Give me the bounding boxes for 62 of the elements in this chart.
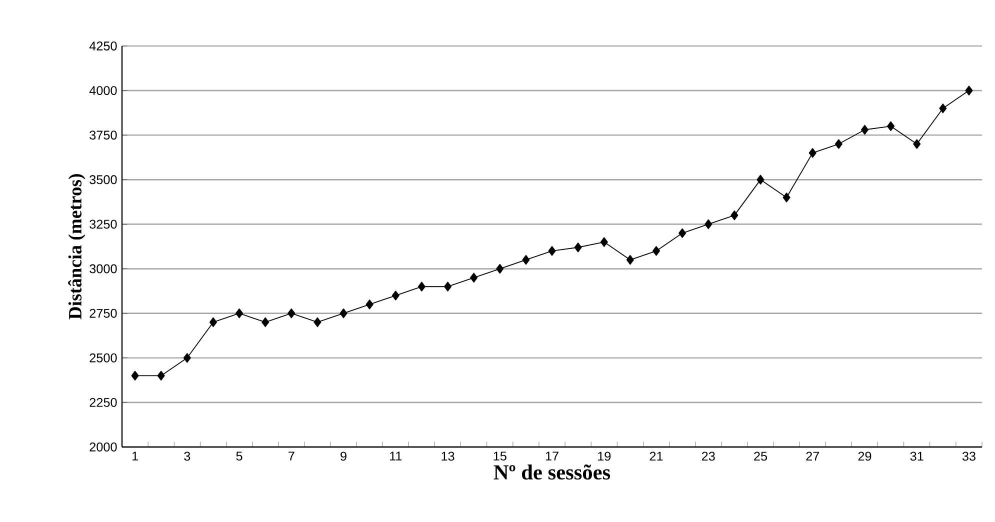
point <box>418 282 426 292</box>
point <box>288 308 296 318</box>
x-tick-label: 33 <box>962 452 976 461</box>
point <box>704 219 712 230</box>
point <box>366 300 374 310</box>
point <box>574 242 582 252</box>
point <box>262 317 270 328</box>
point <box>756 174 764 185</box>
y-tick-label: 2250 <box>90 398 117 407</box>
point <box>392 290 400 300</box>
point <box>808 148 816 158</box>
point <box>730 210 738 220</box>
point <box>626 254 634 265</box>
y-tick-label: 2000 <box>90 442 117 452</box>
point <box>913 139 921 149</box>
x-tick-label: 25 <box>754 452 768 461</box>
point <box>522 254 530 265</box>
y-tick-label: 3000 <box>90 264 117 274</box>
x-tick-label: 1 <box>132 452 138 460</box>
x-tick-label: 5 <box>236 452 242 461</box>
x-tick-label: 7 <box>288 452 294 460</box>
x-tick-label: 29 <box>858 452 872 461</box>
x-tick-label: 9 <box>340 452 346 461</box>
y-tick-label: 3500 <box>90 175 117 184</box>
y-tick-label: 4000 <box>89 86 117 96</box>
x-tick-label: 19 <box>598 452 611 461</box>
point <box>470 272 478 283</box>
x-tick-label: 3 <box>184 452 190 461</box>
point <box>600 237 608 247</box>
point <box>340 308 348 318</box>
point <box>887 121 895 132</box>
y-tick-label: 2750 <box>90 308 117 318</box>
y-tick-label: 2500 <box>90 353 117 362</box>
point <box>965 86 973 96</box>
x-axis-title: Nº de sessões <box>494 464 610 480</box>
y-axis-title: Distância (metros) <box>68 174 86 320</box>
point <box>131 370 139 381</box>
y-tick-label: 4250 <box>89 42 117 50</box>
y-tick-label: 3250 <box>90 220 117 229</box>
point <box>782 192 790 202</box>
point <box>860 124 869 135</box>
point <box>496 264 504 274</box>
point <box>236 308 244 318</box>
point <box>652 246 660 256</box>
x-tick-label: 13 <box>442 452 454 461</box>
point <box>939 104 947 114</box>
point <box>678 228 686 238</box>
x-tick-label: 21 <box>650 452 663 461</box>
point <box>548 246 556 256</box>
point <box>209 317 217 328</box>
point <box>834 139 842 149</box>
point <box>314 317 322 328</box>
point <box>444 282 452 292</box>
point <box>157 370 165 381</box>
x-tick-label: 15 <box>494 452 506 461</box>
x-tick-label: 11 <box>390 452 402 460</box>
x-tick-label: 31 <box>910 452 924 461</box>
x-tick-label: 17 <box>546 452 558 460</box>
x-tick-label: 27 <box>806 452 820 461</box>
x-tick-label: 23 <box>702 452 715 461</box>
y-tick-label: 3750 <box>90 130 117 140</box>
point <box>183 353 191 363</box>
